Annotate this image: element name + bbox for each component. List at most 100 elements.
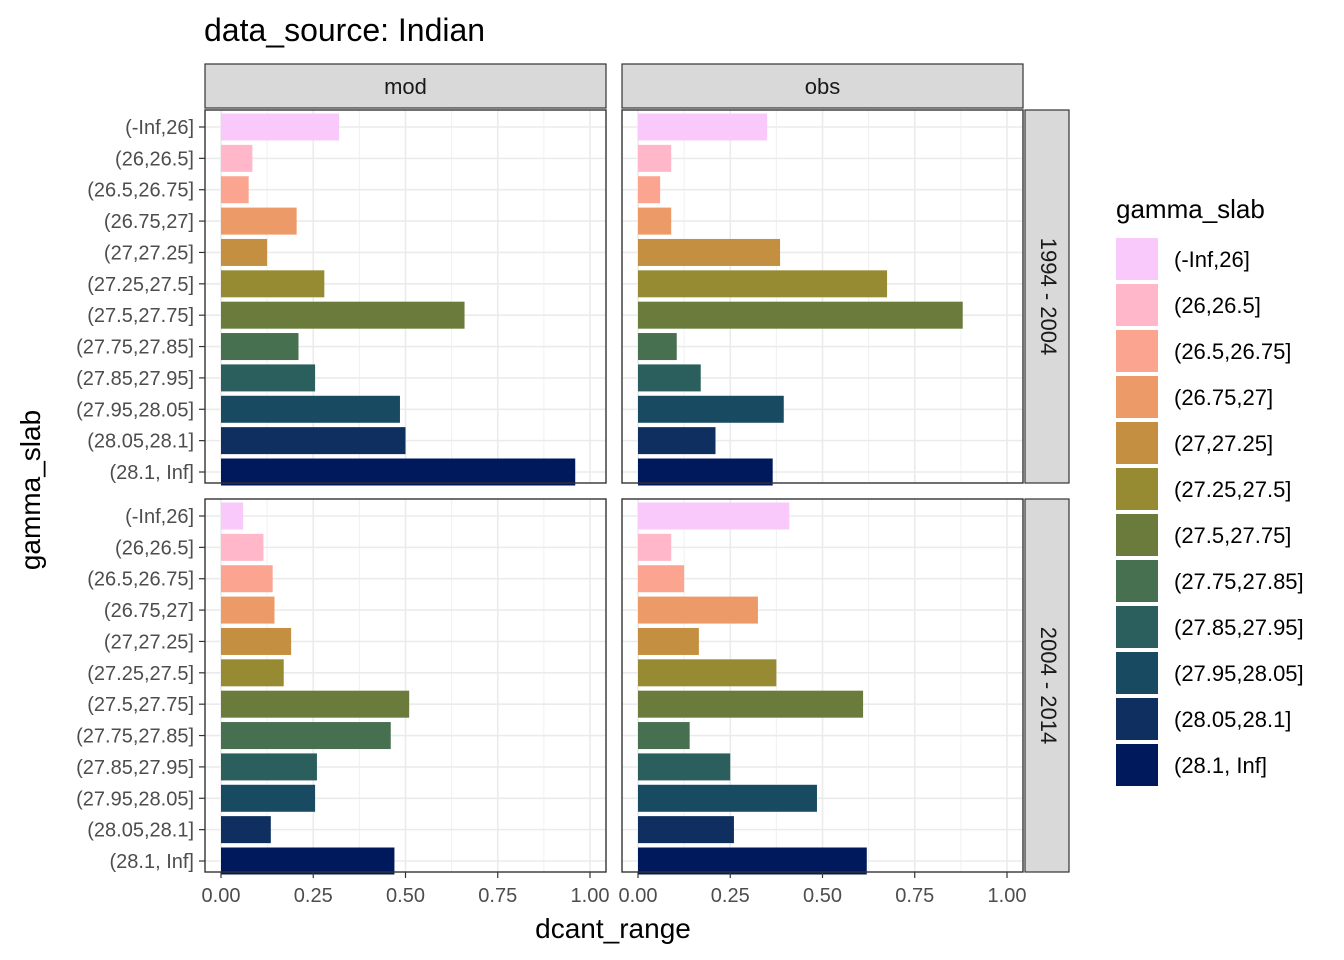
- legend-label: (27,27.25]: [1174, 431, 1273, 456]
- legend-label: (26.5,26.75]: [1174, 339, 1291, 364]
- legend-swatch: [1116, 330, 1158, 372]
- facet-label-row-2: 2004 - 2014: [1036, 627, 1061, 744]
- panel-mod-2: (-Inf,26] (26,26.5] (26.5,26.75] (26.75,27]…: [76, 498, 609, 907]
- bar-mod-1-11: [221, 427, 406, 455]
- y-tick-label: (27.5,27.75]: [87, 305, 194, 327]
- bar-mod-2-7: [221, 690, 410, 718]
- y-tick-label: (-Inf,26]: [125, 117, 194, 139]
- bar-obs-2-8: [638, 722, 690, 750]
- bar-obs-1-7: [638, 301, 963, 329]
- legend-label: (26,26.5]: [1174, 293, 1261, 318]
- y-tick-label: (26,26.5]: [115, 148, 194, 170]
- x-tick-label: 1.00: [988, 885, 1027, 907]
- legend-item-2: (26,26.5]: [1116, 284, 1261, 326]
- bar-obs-1-4: [638, 207, 672, 235]
- bar-obs-1-12: [638, 458, 773, 486]
- facet-strip-mod: [204, 63, 607, 109]
- y-tick-label: (27,27.25]: [104, 631, 194, 653]
- x-tick-label: 0.50: [803, 885, 842, 907]
- bar-mod-2-5: [221, 627, 292, 655]
- bar-mod-2-2: [221, 533, 264, 561]
- legend-label: (-Inf,26]: [1174, 247, 1250, 272]
- legend-item-5: (27,27.25]: [1116, 422, 1273, 464]
- x-tick-label: 0.00: [619, 885, 658, 907]
- bar-obs-1-5: [638, 238, 781, 266]
- panel-obs-1: [621, 109, 1024, 486]
- bar-obs-2-11: [638, 816, 734, 844]
- legend-label: (27.5,27.75]: [1174, 523, 1291, 548]
- x-axis-label: dcant_range: [535, 913, 691, 944]
- chart-title: data_source: Indian: [204, 12, 485, 48]
- y-tick-label: (26.75,27]: [104, 600, 194, 622]
- bar-mod-2-11: [221, 816, 271, 844]
- legend-swatch: [1116, 698, 1158, 740]
- y-tick-label: (26.75,27]: [104, 211, 194, 233]
- legend-item-7: (27.5,27.75]: [1116, 514, 1291, 556]
- bar-obs-1-6: [638, 270, 888, 298]
- y-tick-label: (27.95,28.05]: [76, 788, 194, 810]
- legend-item-11: (28.05,28.1]: [1116, 698, 1291, 740]
- bar-obs-2-1: [638, 502, 790, 530]
- bar-obs-2-12: [638, 847, 867, 875]
- legend-swatch: [1116, 468, 1158, 510]
- legend-swatch: [1116, 606, 1158, 648]
- bar-obs-1-2: [638, 144, 672, 172]
- legend-label: (26.75,27]: [1174, 385, 1273, 410]
- bar-obs-1-11: [638, 427, 716, 455]
- facet-strip-row-1: [1024, 109, 1070, 484]
- bar-mod-2-9: [221, 753, 317, 781]
- x-tick-label: 0.25: [294, 885, 333, 907]
- legend: (-Inf,26] (26,26.5] (26.5,26.75] (26.75,27]…: [1116, 238, 1304, 786]
- x-tick-label: 0.50: [386, 885, 425, 907]
- y-tick-label: (27.5,27.75]: [87, 694, 194, 716]
- bar-mod-2-8: [221, 722, 391, 750]
- y-tick-label: (26,26.5]: [115, 537, 194, 559]
- bar-mod-2-1: [221, 502, 244, 530]
- y-tick-label: (27.95,28.05]: [76, 399, 194, 421]
- legend-item-10: (27.95,28.05]: [1116, 652, 1304, 694]
- legend-swatch: [1116, 560, 1158, 602]
- y-tick-label: (27.25,27.5]: [87, 663, 194, 685]
- legend-title: gamma_slab: [1116, 194, 1265, 224]
- y-tick-label: (27.85,27.95]: [76, 368, 194, 390]
- bar-mod-2-4: [221, 596, 275, 624]
- panel-obs-2: 0.00 0.25 0.50 0.75 1.00: [619, 498, 1027, 907]
- bar-obs-2-9: [638, 753, 731, 781]
- bar-obs-2-5: [638, 627, 699, 655]
- legend-swatch: [1116, 744, 1158, 786]
- bar-mod-1-6: [221, 270, 325, 298]
- y-tick-label: (28.1, Inf]: [110, 851, 195, 873]
- bar-obs-1-3: [638, 176, 661, 204]
- y-tick-label: (27.75,27.85]: [76, 726, 194, 748]
- facet-label-mod: mod: [384, 74, 427, 99]
- bar-mod-2-6: [221, 659, 284, 687]
- legend-swatch: [1116, 238, 1158, 280]
- y-tick-label: (27.85,27.95]: [76, 757, 194, 779]
- legend-item-8: (27.75,27.85]: [1116, 560, 1304, 602]
- bar-mod-1-3: [221, 176, 249, 204]
- legend-swatch: [1116, 284, 1158, 326]
- legend-swatch: [1116, 422, 1158, 464]
- bar-mod-2-3: [221, 565, 273, 593]
- facet-label-obs: obs: [805, 74, 840, 99]
- y-tick-label: (28.05,28.1]: [87, 431, 194, 453]
- facet-label-row-1: 1994 - 2004: [1036, 238, 1061, 355]
- bar-obs-1-8: [638, 333, 677, 361]
- bar-obs-2-2: [638, 533, 672, 561]
- panel-border: [204, 109, 607, 484]
- y-tick-label: (28.05,28.1]: [87, 820, 194, 842]
- bar-mod-2-10: [221, 784, 316, 812]
- x-tick-label: 0.00: [202, 885, 241, 907]
- bar-mod-1-12: [221, 458, 576, 486]
- bar-obs-2-3: [638, 565, 685, 593]
- bar-mod-2-12: [221, 847, 395, 875]
- x-tick-label: 0.25: [711, 885, 750, 907]
- legend-label: (28.05,28.1]: [1174, 707, 1291, 732]
- bar-obs-1-1: [638, 113, 768, 141]
- legend-label: (27.95,28.05]: [1174, 661, 1304, 686]
- x-tick-label: 0.75: [478, 885, 517, 907]
- y-tick-label: (27.25,27.5]: [87, 274, 194, 296]
- y-tick-label: (26.5,26.75]: [87, 180, 194, 202]
- legend-label: (27.85,27.95]: [1174, 615, 1304, 640]
